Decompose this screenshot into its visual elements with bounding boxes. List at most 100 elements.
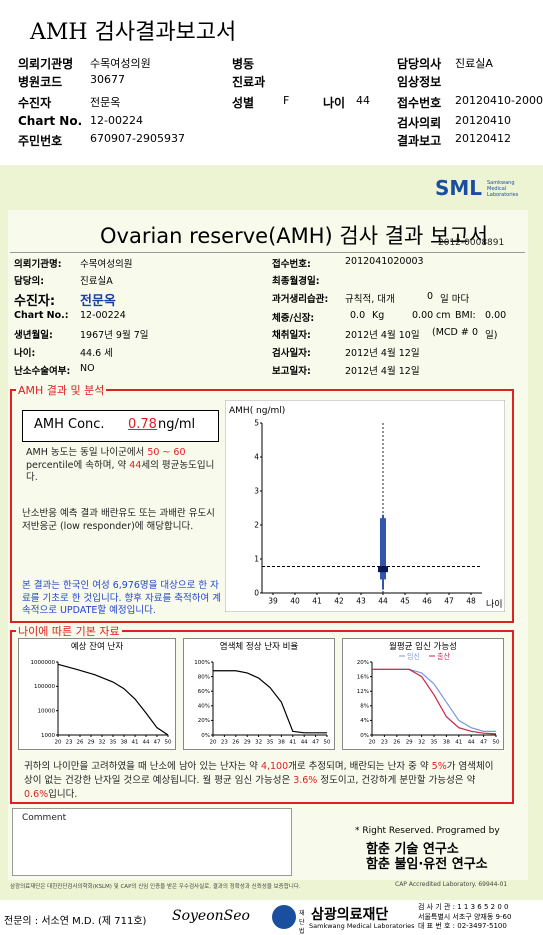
x-tick-label: 23: [221, 740, 228, 746]
plot-bg: [225, 400, 505, 612]
prediction: 난소반응 예측 결과 배란유도 또는 과배란 유도시 저반응군 (low res…: [22, 508, 215, 532]
chart-title: 염색체 정상 난자 비율: [220, 641, 299, 652]
chart-title: 예상 잔여 난자: [71, 641, 124, 652]
y-tick-label: 8%: [360, 704, 369, 710]
y-tick-label: 0%: [201, 733, 210, 739]
comment-label: Comment: [22, 813, 67, 823]
x-tick-label: 41: [312, 597, 322, 606]
text: 담당의사: [397, 57, 442, 71]
rule: [10, 252, 525, 253]
y-tick-label: 0: [254, 589, 259, 598]
line: [213, 670, 327, 734]
text: 의뢰기관명: [18, 57, 74, 71]
x-tick-label: 50: [493, 740, 500, 746]
logo-sub: Samkwang Medical Laboratories: [487, 180, 519, 198]
lab: 함춘 불임·유전 연구소: [366, 857, 488, 872]
text: 0.00: [412, 310, 434, 321]
x-tick-label: 35: [431, 740, 438, 746]
frame: [18, 638, 176, 750]
x-tick-label: 32: [99, 740, 106, 746]
conc-box: [22, 410, 219, 442]
result-box: [10, 389, 514, 623]
report-number: 2012-0008891: [438, 238, 505, 248]
x-tick-label: 20: [55, 740, 62, 746]
text: 성별: [232, 96, 255, 110]
y-tick-label: 2: [254, 521, 259, 530]
text: 나이: [323, 96, 346, 110]
text: 가 염색체이상이 없는 건강한 난자일 것으로 예상됩니다. 월 평균 임신 가…: [24, 761, 494, 786]
x-tick-label: 38: [443, 740, 450, 746]
line: [57, 663, 169, 736]
frame: [183, 638, 335, 750]
text: percentile에 속하며, 약: [26, 459, 130, 471]
text: 검사의뢰: [397, 116, 442, 130]
x-tick-label: 29: [88, 740, 95, 746]
legend-label: 출산: [437, 652, 450, 661]
highlight: 4,100: [260, 761, 289, 772]
x-tick-label: 40: [290, 597, 300, 606]
text: 수진자: [18, 96, 52, 110]
x-tick-label: 47: [480, 740, 487, 746]
x-tick-label: 44: [468, 740, 475, 746]
text: 규칙적, 대개: [345, 294, 395, 305]
text: 1967년 9월 7일: [80, 330, 149, 341]
chart: 염색체 정상 난자 비율 100% 80% 60% 40% 20% 0%20 23 26 29 32…: [183, 638, 335, 750]
text: 20120412: [455, 132, 511, 145]
x-tick-label: 44: [143, 740, 150, 746]
text: 생년월일:: [14, 330, 53, 341]
doctor: 전문의 : 서소연 M.D. (제 711호): [4, 916, 147, 927]
y-tick-label: 16%: [357, 674, 369, 680]
text: 0.00: [485, 310, 507, 321]
y-tick-label: 20%: [357, 660, 369, 666]
org: 삼광의료재단: [311, 907, 389, 923]
y-tick-label: 40%: [198, 704, 210, 710]
y-tick-label: 1: [254, 555, 259, 564]
highlight: 5%: [431, 761, 447, 772]
x-axis-label: 나이: [486, 599, 503, 610]
text: 나이:: [14, 348, 36, 359]
y-tick-label: 3: [254, 487, 259, 496]
text: 병동: [232, 57, 255, 71]
y-tick-label: 10000: [38, 709, 56, 715]
x-tick-label: 23: [66, 740, 73, 746]
comment-box: [12, 808, 292, 876]
logo: SML: [435, 176, 483, 200]
text: 보고일자:: [272, 366, 311, 377]
x-tick-label: 20: [210, 740, 217, 746]
text: 44: [356, 94, 370, 107]
y-tick-label: 12%: [357, 689, 369, 695]
text: 병원코드: [18, 75, 63, 89]
report-title: Ovarian reserve(AMH) 검사 결과 보고서: [100, 224, 489, 248]
conc-value: 0.78: [128, 417, 157, 432]
fineprint: 삼광의료재단은 대한진단검사의학회(KSLM) 및 CAP의 신임 인증을 받은…: [10, 884, 301, 890]
text: 담당의:: [14, 276, 45, 287]
y-tick-label: 5: [254, 419, 259, 428]
text: 670907-2905937: [90, 132, 185, 145]
text: 과거생리습관:: [272, 294, 329, 305]
x-tick-label: 26: [232, 740, 239, 746]
x-tick-label: 43: [356, 597, 366, 606]
lab: 함춘 기술 연구소: [366, 842, 459, 857]
text: 44.6 세: [80, 348, 113, 359]
title: AMH 검사결과보고서: [30, 20, 237, 45]
rights: * Right Reserved. Programed by: [355, 826, 500, 836]
x-tick-label: 29: [406, 740, 413, 746]
text: 12-00224: [90, 114, 143, 127]
text: BMI:: [455, 310, 476, 321]
text: 30677: [90, 73, 125, 86]
age: 44: [129, 459, 142, 471]
text: 개로 추정되며, 배란되는 난자 중 약: [288, 761, 432, 772]
y-tick-label: 60%: [198, 689, 210, 695]
text: 2012년 4월 12일: [345, 348, 420, 359]
text: 체중/신장:: [272, 313, 315, 324]
text: 의뢰기관명:: [14, 259, 62, 270]
summary: 귀하의 나이만을 고려하였을 때 난소에 남아 있는 난자는 약 4,100개로…: [24, 760, 502, 802]
text: 수목여성의원: [90, 57, 151, 70]
x-tick-label: 20: [369, 740, 376, 746]
text: 주민번호: [18, 134, 63, 148]
x-tick-label: 45: [400, 597, 410, 606]
addr: 검 사 기 관 : 1 1 3 6 5 2 0 0: [418, 903, 509, 911]
text: 수목여성의원: [80, 259, 133, 270]
